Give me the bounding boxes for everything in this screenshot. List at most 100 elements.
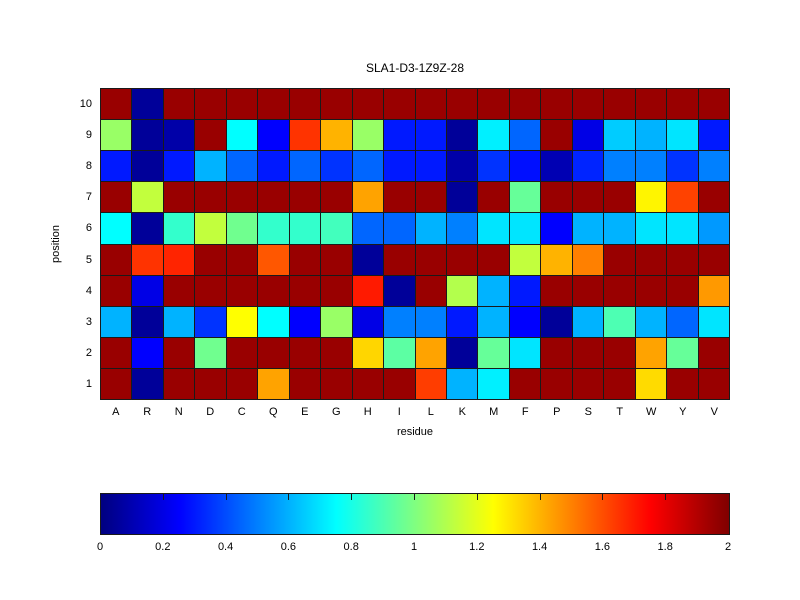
y-tick-label: 9 xyxy=(85,128,92,141)
heatmap-cell xyxy=(667,89,698,120)
heatmap-cell xyxy=(163,275,195,306)
x-tick-label: W xyxy=(646,406,657,418)
heatmap-cell xyxy=(635,120,667,151)
heatmap-cell xyxy=(667,368,698,399)
y-tick-label: 6 xyxy=(85,222,92,235)
y-tick-label: 8 xyxy=(85,160,92,172)
heatmap-cell xyxy=(415,244,446,275)
colorbar-tick xyxy=(225,494,227,500)
heatmap-cell xyxy=(572,182,604,213)
heatmap-cell xyxy=(635,275,667,306)
y-tick-label: 10 xyxy=(79,97,92,110)
heatmap-cell xyxy=(289,275,321,306)
heatmap-cell xyxy=(226,244,258,275)
heatmap-cell xyxy=(101,120,132,151)
heatmap-cell xyxy=(132,337,163,368)
heatmap-cell xyxy=(163,213,195,244)
heatmap-cell xyxy=(352,120,384,151)
heatmap-cell xyxy=(226,182,258,213)
x-tick-label: S xyxy=(584,406,592,418)
heatmap-cell xyxy=(101,337,132,368)
heatmap-cell xyxy=(446,275,478,306)
heatmap-cell xyxy=(384,213,415,244)
heatmap-cell xyxy=(415,275,446,306)
heatmap-cell xyxy=(541,213,572,244)
heatmap-cell xyxy=(572,244,604,275)
heatmap-cell xyxy=(698,120,729,151)
heatmap-cell xyxy=(541,182,572,213)
heatmap-cell xyxy=(572,213,604,244)
heatmap-cell xyxy=(509,244,541,275)
heatmap-cell xyxy=(415,337,446,368)
heatmap-cell xyxy=(572,151,604,182)
heatmap-cell xyxy=(635,337,667,368)
heatmap-cell xyxy=(478,213,509,244)
heatmap-cell xyxy=(132,306,163,337)
heatmap-cell xyxy=(698,275,729,306)
heatmap-cell xyxy=(604,368,635,399)
heatmap-cell xyxy=(698,182,729,213)
heatmap-cell xyxy=(698,213,729,244)
heatmap-cell xyxy=(415,89,446,120)
chart-title: SLA1-D3-1Z9Z-28 xyxy=(365,61,465,75)
heatmap-cell xyxy=(352,244,384,275)
heatmap-cell xyxy=(604,182,635,213)
heatmap-cell xyxy=(352,213,384,244)
heatmap-cell xyxy=(195,89,226,120)
x-tick-label: D xyxy=(206,406,215,418)
heatmap-cell xyxy=(604,89,635,120)
colorbar-tick xyxy=(414,494,415,500)
heatmap-cell xyxy=(415,120,446,151)
heatmap-cell xyxy=(604,306,635,337)
heatmap-cell xyxy=(446,89,478,120)
x-tick-label: A xyxy=(112,406,120,418)
heatmap-cell xyxy=(635,89,667,120)
heatmap-cell xyxy=(667,275,698,306)
heatmap-cell xyxy=(258,120,289,151)
heatmap-cell xyxy=(509,89,541,120)
heatmap-cell xyxy=(635,151,667,182)
heatmap-cell xyxy=(415,213,446,244)
heatmap-cell xyxy=(698,244,729,275)
heatmap-cell xyxy=(667,120,698,151)
colorbar-tick-label: 0.4 xyxy=(217,541,234,553)
heatmap-cell xyxy=(509,213,541,244)
colorbar-tick-label: 0 xyxy=(96,541,104,553)
heatmap-cell xyxy=(321,275,352,306)
heatmap-cell xyxy=(321,89,352,120)
heatmap-cell xyxy=(258,275,289,306)
heatmap-cell xyxy=(384,368,415,399)
heatmap-cell xyxy=(541,120,572,151)
heatmap-cell xyxy=(384,306,415,337)
heatmap-cell xyxy=(698,337,729,368)
heatmap-cell xyxy=(572,89,604,120)
heatmap-cell xyxy=(321,337,352,368)
heatmap-cell xyxy=(667,337,698,368)
heatmap-cell xyxy=(541,306,572,337)
heatmap-cell xyxy=(163,120,195,151)
heatmap-cell xyxy=(478,306,509,337)
heatmap-cell xyxy=(163,89,195,120)
heatmap-cell xyxy=(258,213,289,244)
heatmap-cell xyxy=(226,275,258,306)
heatmap-cell xyxy=(415,182,446,213)
colorbar-tick xyxy=(162,494,164,500)
x-tick-label: L xyxy=(427,406,434,418)
colorbar-tick xyxy=(351,494,353,500)
heatmap-cell xyxy=(604,151,635,182)
heatmap-cell xyxy=(509,306,541,337)
x-tick-label: N xyxy=(174,406,183,418)
heatmap-cell xyxy=(478,89,509,120)
heatmap-cell xyxy=(321,306,352,337)
heatmap-cell xyxy=(698,368,729,399)
heatmap-cell xyxy=(446,151,478,182)
colorbar xyxy=(100,493,730,535)
heatmap-cell xyxy=(478,337,509,368)
heatmap-cell xyxy=(384,337,415,368)
heatmap-cell xyxy=(541,89,572,120)
heatmap-cell xyxy=(352,337,384,368)
heatmap-cell xyxy=(195,368,226,399)
y-tick-label: 3 xyxy=(85,316,92,328)
heatmap-cell xyxy=(163,306,195,337)
